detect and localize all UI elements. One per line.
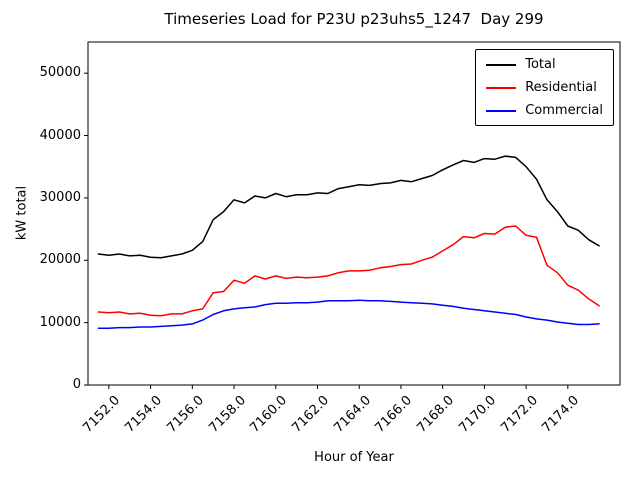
chart-title: Timeseries Load for P23U p23uhs5_1247 Da…: [164, 10, 544, 28]
legend-line-sample-total: [486, 63, 517, 66]
legend: Total Residential Commercial: [475, 49, 614, 126]
series-line-residential: [97, 225, 600, 317]
series-line-commercial: [97, 299, 600, 329]
legend-line-sample-commercial: [486, 109, 517, 112]
y-axis-label: kW total: [14, 185, 30, 241]
y-tick-label: 0: [72, 377, 81, 392]
legend-item-residential: Residential: [486, 80, 603, 95]
y-tick-label: 50000: [39, 65, 81, 81]
legend-label: Total: [525, 57, 556, 72]
y-tick-label: 20000: [39, 252, 81, 268]
axes-frame: [87, 41, 621, 386]
legend-label: Commercial: [525, 103, 603, 118]
y-tick-label: 40000: [39, 127, 81, 143]
y-tick-label: 10000: [39, 314, 81, 330]
legend-item-total: Total: [486, 57, 603, 72]
legend-item-commercial: Commercial: [486, 103, 603, 118]
legend-line-sample-residential: [486, 86, 517, 89]
x-axis-label: Hour of Year: [314, 450, 394, 465]
series-line-total: [97, 155, 600, 259]
legend-label: Residential: [525, 80, 597, 95]
y-tick-label: 30000: [39, 189, 81, 205]
